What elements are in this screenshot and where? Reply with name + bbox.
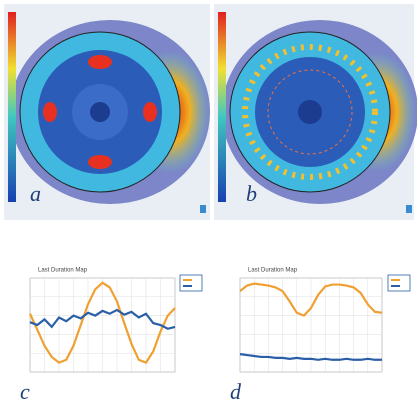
legend-box — [388, 275, 410, 291]
legend-box — [180, 275, 202, 291]
panel-label: b — [246, 181, 257, 206]
chart-title: Last Duration Map — [38, 268, 88, 274]
panel-label: c — [20, 379, 30, 404]
contour-b — [214, 4, 417, 220]
chart-title: Last Duration Map — [248, 268, 298, 274]
panel-label: a — [30, 181, 41, 206]
panel-label: d — [230, 379, 242, 404]
figure-canvas: a b c d Last Duration Map Last Duration M… — [0, 0, 417, 406]
figure: a b c d Last Duration Map Last Duration M… — [0, 0, 417, 406]
